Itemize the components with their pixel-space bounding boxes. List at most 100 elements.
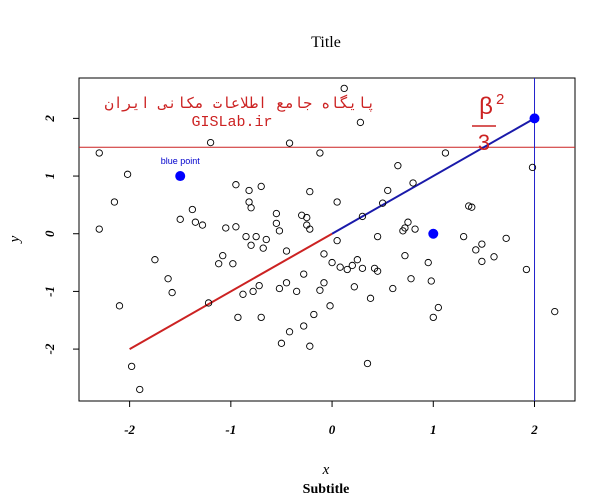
highlight-point-2 [529,113,540,124]
trend-segment-1 [331,117,536,235]
data-point [232,223,240,231]
data-point [127,362,136,371]
data-point [151,256,159,264]
site-annotation: GISLab.ir [191,114,272,131]
data-point [191,218,200,226]
data-point [401,251,409,260]
highlight-points [175,113,540,239]
data-point [168,288,176,297]
data-point [257,313,265,322]
formula-annotation: β 2 3 [472,91,504,155]
data-point [239,290,247,298]
data-point [429,313,437,322]
y-tick-label: -2 [42,343,57,354]
data-point [272,209,281,218]
data-point [404,218,412,226]
y-tick-label: 1 [42,173,57,180]
data-point [285,328,294,336]
plot-frame [78,77,576,402]
formula-exponent: 2 [496,91,504,108]
data-point [204,299,213,307]
data-point [340,84,348,93]
data-point [363,359,372,368]
data-point [316,286,324,294]
data-point [528,163,537,172]
y-tick-label: 2 [42,115,57,123]
data-point [252,232,260,241]
data-point [275,284,284,293]
data-point [373,267,382,275]
regression-segments [129,117,536,350]
data-point [136,385,144,394]
x-axis-label: x [322,462,330,478]
scatter-points [95,84,559,394]
data-point [306,187,314,196]
data-point [255,281,263,290]
data-point [247,204,255,212]
data-point [401,224,409,232]
formula-denominator: 3 [478,130,490,155]
y-axis-label: y [7,235,23,244]
data-point [384,186,392,195]
data-point [285,139,294,147]
data-point [292,287,301,296]
data-point [95,225,103,233]
data-point [259,244,267,252]
data-point [300,322,308,330]
blue-point-label: blue point [161,156,201,166]
data-point [356,118,365,127]
data-point [472,246,480,254]
data-point [110,198,119,206]
data-point [249,287,257,296]
data-point [434,303,442,312]
data-point [234,313,242,322]
data-point [502,234,510,242]
data-point [379,199,387,207]
data-point [427,277,435,285]
data-point [176,215,184,223]
data-point [350,283,358,291]
data-point [232,181,240,189]
chart-subtitle: Subtitle [303,482,350,497]
data-point [465,202,473,210]
data-point [245,186,253,195]
data-point [188,205,197,214]
persian-annotation: پایگاه جامع اطلاعات مکانی ایران [105,94,376,113]
data-point [282,247,291,255]
highlight-point-0 [175,171,186,182]
data-point [333,237,341,245]
data-point [366,294,375,302]
data-point [257,182,265,191]
data-point [358,264,367,272]
data-point [310,310,318,319]
data-point [123,170,132,178]
data-point [115,302,124,310]
data-point [348,261,356,270]
x-tick-label: -1 [225,422,236,437]
trend-segment-0 [129,232,333,350]
data-point [242,232,250,241]
y-axis: -2 -1 0 1 2 [42,115,79,355]
data-point [478,257,486,266]
data-point [411,225,419,233]
data-point [316,149,324,157]
data-point [320,250,328,258]
data-point [468,203,476,211]
data-point [320,279,328,287]
data-point [198,221,207,229]
data-point [262,235,270,244]
data-point [424,258,432,267]
data-point [247,241,255,249]
data-point [358,212,367,221]
reference-lines [79,78,575,401]
data-point [229,260,237,268]
x-axis: -2 -1 0 1 2 [124,401,538,437]
data-point [277,339,286,347]
data-point [275,227,284,235]
data-point [206,138,215,147]
data-point [333,198,341,206]
data-point [303,213,311,222]
x-tick-label: 0 [329,422,336,437]
data-point [222,224,230,232]
